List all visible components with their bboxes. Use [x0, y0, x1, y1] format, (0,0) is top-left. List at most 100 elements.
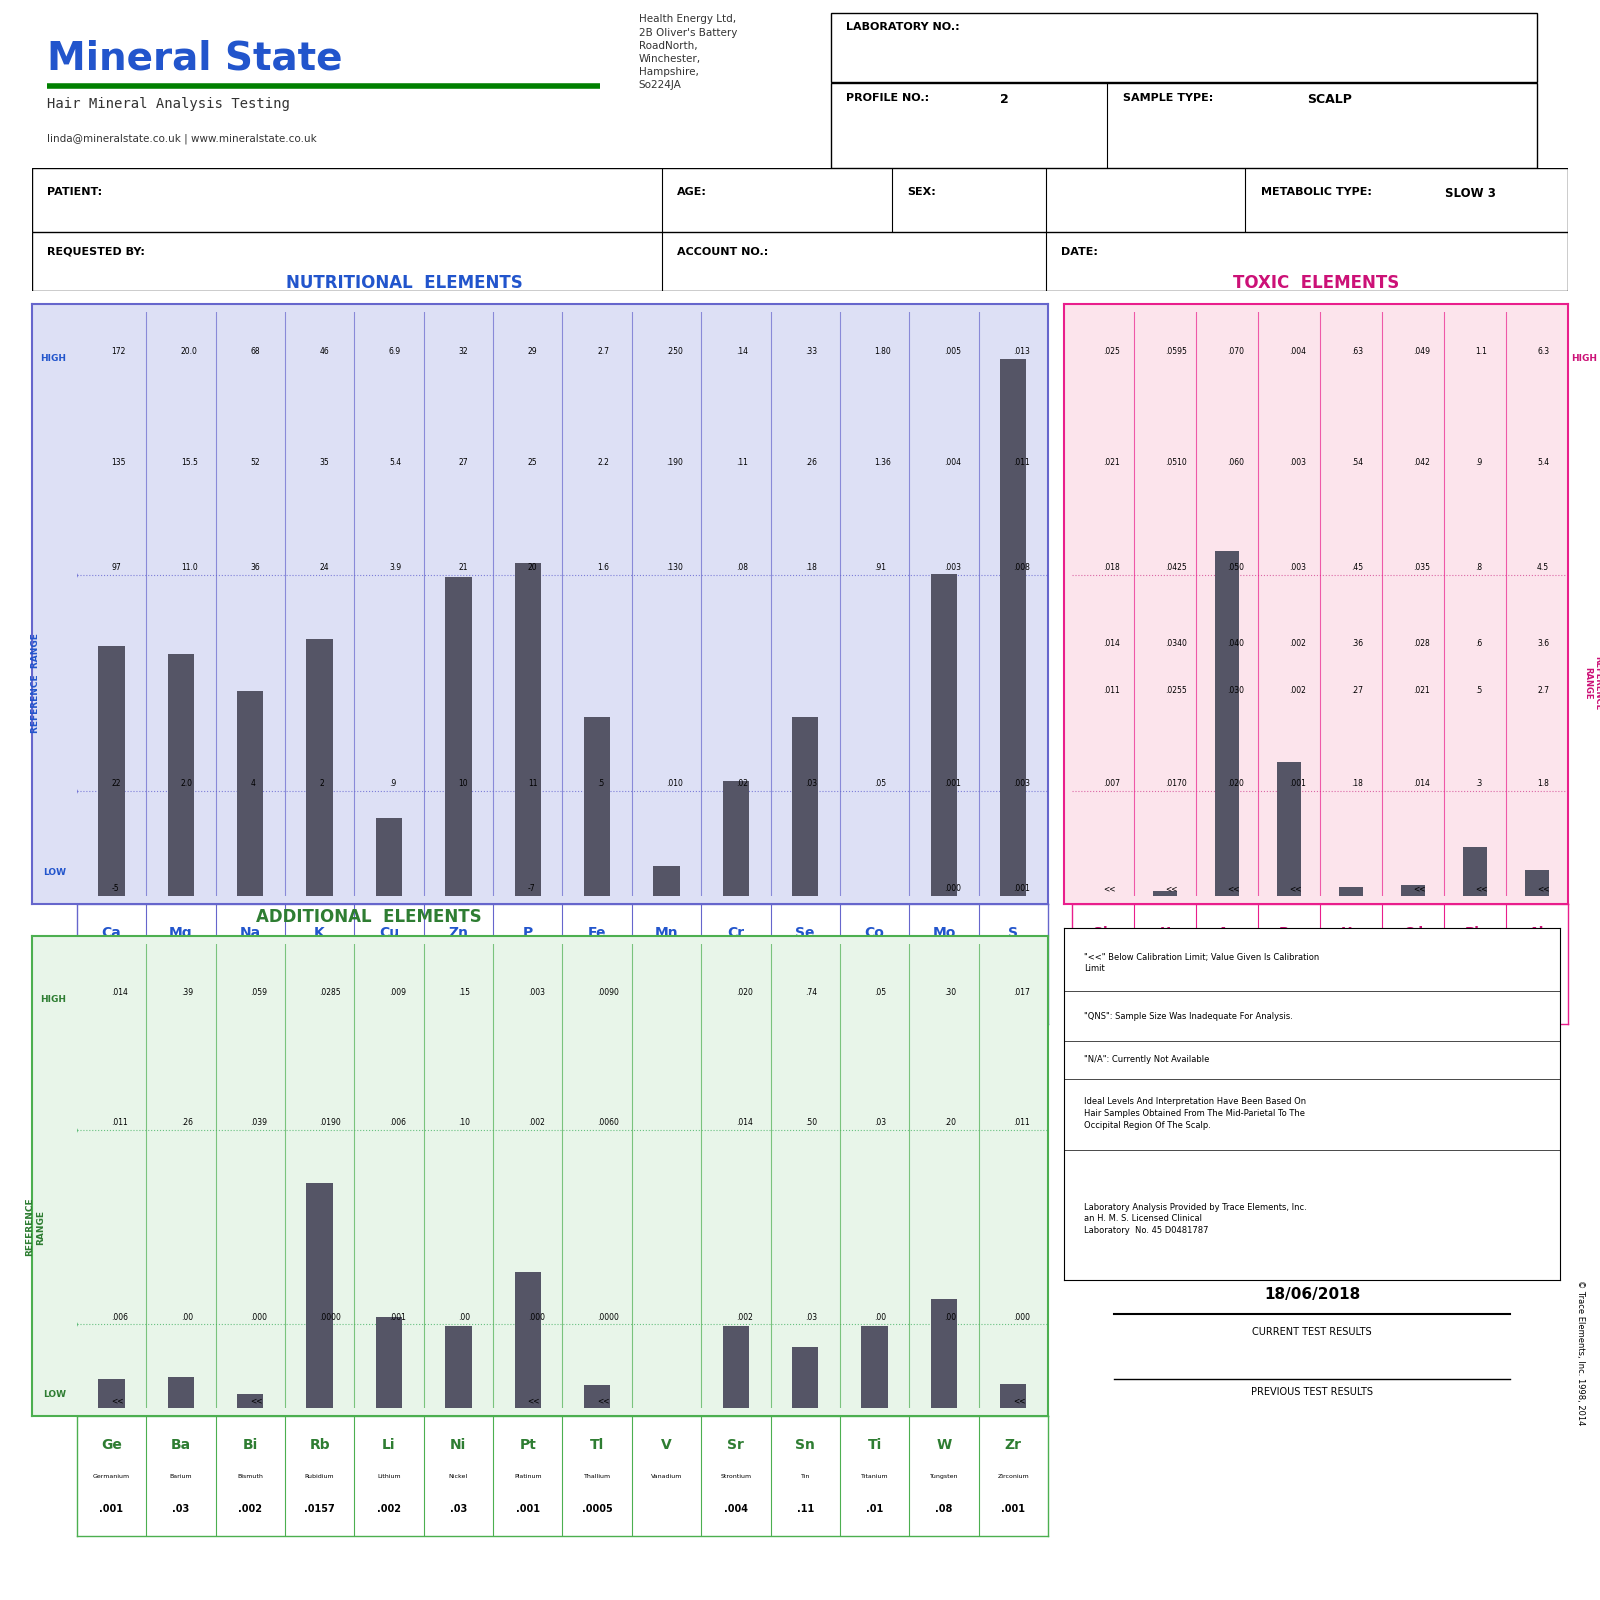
Text: P: P: [523, 925, 533, 939]
Text: 0.001: 0.001: [1398, 994, 1427, 1002]
Text: 1.1: 1.1: [1475, 347, 1486, 355]
Bar: [515, 563, 541, 896]
Text: .025: .025: [1102, 347, 1120, 355]
Text: ACCOUNT NO.:: ACCOUNT NO.:: [677, 246, 768, 256]
Text: 21: 21: [458, 563, 467, 571]
Text: Sodium: Sodium: [238, 962, 262, 966]
Text: Ti: Ti: [867, 1437, 882, 1451]
Text: .20: .20: [944, 1118, 955, 1128]
Bar: [931, 574, 957, 896]
Text: .020: .020: [1227, 779, 1243, 787]
Text: REQUESTED BY:: REQUESTED BY:: [48, 246, 146, 256]
Text: 27: 27: [458, 458, 467, 467]
Text: .0170: .0170: [1165, 779, 1187, 787]
Text: Selenium: Selenium: [790, 962, 819, 966]
Text: .060: .060: [1227, 458, 1245, 467]
Text: .002: .002: [238, 1504, 262, 1514]
Text: .000: .000: [1013, 1314, 1030, 1322]
Text: .001: .001: [99, 1504, 123, 1514]
Text: .002: .002: [1290, 638, 1306, 648]
Text: Fe: Fe: [587, 925, 606, 939]
Text: .0090: .0090: [597, 989, 619, 997]
Text: .001: .001: [944, 779, 962, 787]
Text: As: As: [1218, 925, 1237, 939]
Text: 3.6: 3.6: [1538, 638, 1549, 648]
Text: METABOLIC TYPE:: METABOLIC TYPE:: [1261, 187, 1371, 197]
Text: .30: .30: [944, 989, 957, 997]
Text: Sn: Sn: [795, 1437, 814, 1451]
Text: 1.36: 1.36: [875, 458, 891, 467]
Text: .028: .028: [1413, 638, 1430, 648]
Text: .01: .01: [866, 1504, 883, 1514]
Text: 19: 19: [451, 992, 466, 1002]
Text: .9: .9: [389, 779, 397, 787]
Text: 4.5: 4.5: [1538, 563, 1549, 571]
Bar: [830, 13, 1538, 82]
Text: .000: .000: [250, 1314, 267, 1322]
Text: .9: .9: [1475, 458, 1482, 467]
Bar: [168, 1376, 194, 1408]
Text: Arsenic: Arsenic: [1216, 962, 1238, 966]
Text: Zn: Zn: [448, 925, 469, 939]
Text: 32: 32: [458, 347, 467, 355]
Text: Germanium: Germanium: [93, 1474, 130, 1478]
Text: NUTRITIONAL  ELEMENTS: NUTRITIONAL ELEMENTS: [286, 274, 523, 291]
Text: .059: .059: [250, 989, 267, 997]
Text: Mo: Mo: [933, 925, 955, 939]
Bar: [1000, 358, 1027, 896]
Text: 0.0005: 0.0005: [1147, 994, 1182, 1002]
Text: linda@mineralstate.co.uk | www.mineralstate.co.uk: linda@mineralstate.co.uk | www.mineralst…: [48, 133, 317, 144]
Text: LABORATORY NO.:: LABORATORY NO.:: [846, 22, 960, 32]
Text: "QNS": Sample Size Was Inadequate For Analysis.: "QNS": Sample Size Was Inadequate For An…: [1083, 1013, 1293, 1021]
Text: .0425: .0425: [1165, 563, 1187, 571]
Text: .3: .3: [1475, 779, 1482, 787]
Text: HIGH: HIGH: [40, 995, 66, 1005]
Bar: [861, 1326, 888, 1408]
Text: 18: 18: [522, 992, 534, 1002]
Text: .011: .011: [1013, 458, 1030, 467]
Bar: [792, 1347, 818, 1408]
Text: .014: .014: [736, 1118, 752, 1128]
Text: 22: 22: [314, 992, 326, 1002]
Text: Uranium: Uranium: [1152, 962, 1179, 966]
Text: 11: 11: [528, 779, 538, 787]
Text: .91: .91: [875, 563, 886, 571]
Bar: [1464, 846, 1486, 896]
Text: .39: .39: [181, 989, 194, 997]
Text: Cadmium: Cadmium: [1398, 962, 1429, 966]
Text: W: W: [936, 1437, 952, 1451]
Text: <<: <<: [112, 1397, 123, 1406]
Text: Calcium: Calcium: [99, 962, 125, 966]
Text: ADDITIONAL  ELEMENTS: ADDITIONAL ELEMENTS: [256, 909, 482, 926]
Text: Mn: Mn: [654, 925, 678, 939]
Text: 0.001: 0.001: [1275, 994, 1302, 1002]
Text: .27: .27: [1350, 685, 1363, 694]
Text: .190: .190: [667, 458, 683, 467]
Text: 18/06/2018: 18/06/2018: [1264, 1288, 1360, 1302]
Text: .03: .03: [875, 1118, 886, 1128]
Text: 46: 46: [320, 347, 330, 355]
Text: Cr: Cr: [728, 925, 744, 939]
Text: .014: .014: [112, 989, 128, 997]
Text: PATIENT:: PATIENT:: [48, 187, 102, 197]
Bar: [1525, 870, 1549, 896]
Text: .11: .11: [736, 458, 747, 467]
Text: Tungsten: Tungsten: [930, 1474, 958, 1478]
Text: .001: .001: [389, 1314, 406, 1322]
Text: .006: .006: [389, 1118, 406, 1128]
Text: HIGH: HIGH: [40, 354, 66, 363]
Text: .03: .03: [805, 779, 818, 787]
Bar: [931, 1299, 957, 1408]
Text: Health Energy Ltd,
2B Oliver's Battery
RoadNorth,
Winchester,
Hampshire,
So224JA: Health Energy Ltd, 2B Oliver's Battery R…: [638, 14, 738, 90]
Text: Hair Mineral Analysis Testing: Hair Mineral Analysis Testing: [48, 98, 290, 112]
Text: 25: 25: [528, 458, 538, 467]
Text: Ideal Levels And Interpretation Have Been Based On
Hair Samples Obtained From Th: Ideal Levels And Interpretation Have Bee…: [1083, 1098, 1306, 1130]
Text: .15: .15: [458, 989, 470, 997]
Text: .011: .011: [1013, 1118, 1030, 1128]
Text: Zirconium: Zirconium: [997, 1474, 1029, 1478]
Text: 3.9: 3.9: [389, 563, 402, 571]
Text: © Trace Elements, Inc. 1998, 2014: © Trace Elements, Inc. 1998, 2014: [1576, 1280, 1586, 1426]
Text: .6: .6: [1475, 638, 1482, 648]
Text: <<: <<: [1413, 885, 1426, 893]
Text: 10: 10: [458, 779, 467, 787]
